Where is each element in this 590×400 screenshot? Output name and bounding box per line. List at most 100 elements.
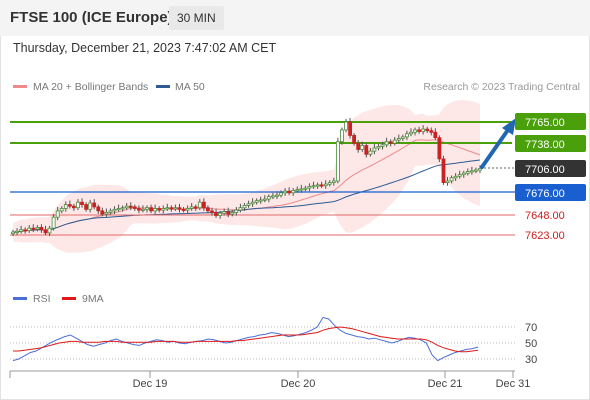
candle-body [72,205,76,209]
candle-body [104,211,109,215]
interval-button[interactable]: 30 MIN [169,6,224,30]
candle-body [262,198,267,201]
rsi-legend-swatch [13,297,27,300]
rsi-legend-label: RSI [33,293,51,305]
rsi-tick-30: 30 [525,354,537,366]
candle-body [189,206,194,209]
candle-body [323,183,328,187]
candle-body [11,231,15,235]
candle-body [169,207,174,210]
candle-body [465,171,470,174]
candle-body [441,158,446,184]
candle-body [92,202,97,208]
candle-body [258,199,263,202]
candle-body [128,205,133,208]
candle-body [254,200,259,203]
candle-body [181,208,186,211]
candle-body [197,201,202,209]
candle-body [140,208,145,211]
candle-body [295,189,300,192]
candle-body [68,204,72,207]
candle-body [108,210,113,213]
candle-body [335,141,340,182]
scenario-arrow-shaft [480,125,512,169]
candle-body [165,207,170,210]
candle-body [116,208,121,211]
secondary-support-value-2: 7623.00 [525,230,565,242]
candle-body [210,210,214,213]
candle-body [205,207,210,212]
candle-body [120,207,125,210]
candle-body [327,182,332,185]
candle-body [376,145,381,149]
rsi-tick-50: 50 [525,338,537,350]
candle-body [283,190,288,194]
candle-body [356,142,361,150]
candle-body [218,212,223,216]
candle-body [331,180,336,184]
candle-body [303,187,308,190]
candle-body [449,177,454,182]
chart-header: FTSE 100 (ICE Europe) 30 MIN [0,0,590,36]
rsi-tick-70: 70 [525,322,537,334]
candle-body [238,207,243,211]
rsi-lines [12,316,479,362]
candle-body [39,226,44,231]
candle-body [275,194,279,197]
resistance-value-2: 7738.00 [525,139,565,151]
candle-body [31,227,36,230]
candle-body [413,129,417,133]
candle-body [380,144,385,147]
candle-body [299,188,304,191]
candle-body [76,201,80,209]
candle-body [388,141,393,144]
candle-body [469,170,474,173]
candle-body [55,210,60,218]
candle-body [360,145,365,150]
candle-body [417,129,422,132]
ma50-legend-swatch [156,85,170,88]
candle-body [392,139,397,144]
candle-body [23,229,28,232]
candle-body [132,206,137,209]
candle-body [96,206,101,212]
candle-body [222,211,227,214]
candle-body [404,133,409,138]
candle-body [100,210,105,215]
candle-body [173,207,178,210]
candlesticks [11,118,482,237]
time-label-dec31: Dec 31 [496,378,531,390]
candle-body [425,128,430,132]
rsi-ma-legend-label: 9MA [82,293,104,305]
candle-body [461,172,466,176]
moving-averages [12,139,481,233]
candle-body [315,184,320,187]
candle-body [339,129,344,143]
candle-body [319,184,324,187]
candle-body [409,131,413,135]
candle-body [201,201,206,209]
candle-body [157,208,162,211]
candle-body [15,230,20,233]
current-price-value: 7706.00 [525,164,565,176]
candle-body [352,134,357,144]
candle-body [230,211,235,215]
candle-body [35,226,40,230]
candle-body [421,128,426,132]
secondary-support-value-1: 7648.00 [525,210,565,222]
candle-body [266,196,271,200]
candle-body [80,201,84,205]
candle-body [445,180,450,184]
candle-body [27,227,32,231]
candle-body [344,121,348,131]
candle-body [124,205,129,209]
candle-body [364,145,369,155]
candle-body [400,136,405,139]
candle-body [177,207,182,210]
candle-body [149,207,154,212]
candle-body [270,195,275,198]
candle-body [287,190,292,194]
candle-body [473,169,478,172]
current-price-badge [515,160,586,177]
candle-body [112,208,117,212]
